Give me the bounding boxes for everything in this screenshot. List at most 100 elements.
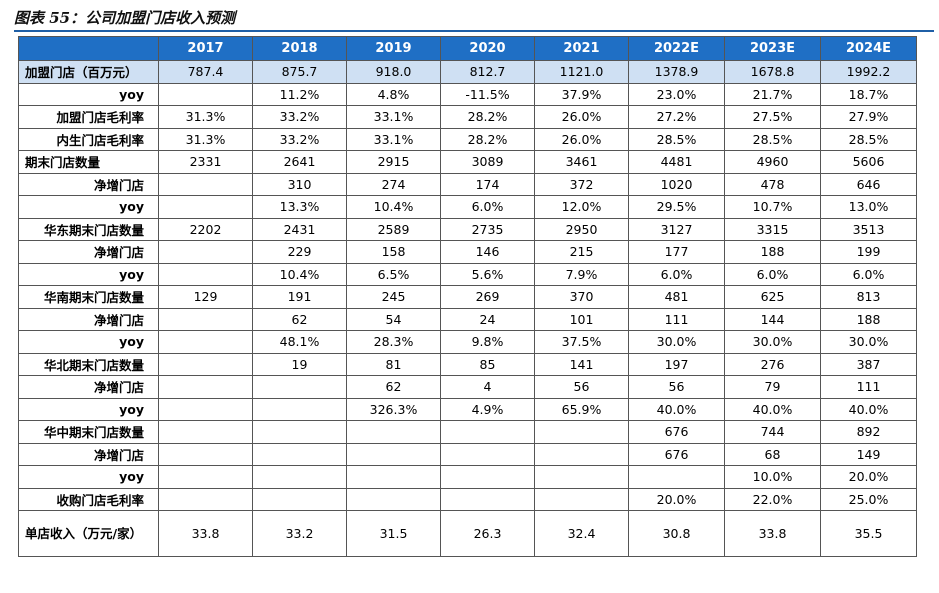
year-header: 2022E [628,36,725,61]
table-cell: 199 [820,240,917,264]
table-cell: 31.3% [158,105,253,129]
table-cell: 31.5 [346,510,441,557]
table-cell: 5606 [820,150,917,174]
table-cell: 3513 [820,217,917,241]
table-cell [252,375,347,399]
table-cell: 6.0% [820,262,917,286]
row-label: yoy [18,397,159,421]
table-cell: 276 [724,352,821,376]
table-cell [346,487,441,511]
table-cell: 26.0% [534,105,629,129]
row-label: 单店收入（万元/家） [18,510,159,557]
table-row: 加盟门店（百万元） 787.4 875.7 918.0 812.7 1121.0 1378.… [18,60,917,84]
table-cell: 149 [820,442,917,466]
table-cell: 33.1% [346,127,441,151]
table-cell: 1378.9 [628,60,725,84]
table-cell: 32.4 [534,510,629,557]
table-cell: 101 [534,307,629,331]
table-cell: 4 [440,375,535,399]
table-cell [158,82,253,106]
table-cell: 146 [440,240,535,264]
table-cell: 30.0% [724,330,821,354]
table-cell: 372 [534,172,629,196]
table-cell: 10.4% [346,195,441,219]
table-cell: 28.3% [346,330,441,354]
table-cell: 29.5% [628,195,725,219]
table-cell [252,442,347,466]
table-cell: 28.5% [628,127,725,151]
table-cell [346,442,441,466]
table-cell: 188 [724,240,821,264]
table-cell [158,307,253,331]
header-corner [18,36,159,61]
table-cell: 5.6% [440,262,535,286]
row-label: yoy [18,262,159,286]
row-label: 加盟门店（百万元） [18,60,159,84]
table-cell: 40.0% [628,397,725,421]
table-cell: 10.0% [724,465,821,489]
table-row: 收购门店毛利率 20.0% 22.0% 25.0% [18,487,917,511]
table-row: 华东期末门店数量 2202 2431 2589 2735 2950 3127 3315 3513 [18,217,917,241]
table-cell [158,352,253,376]
row-label: yoy [18,82,159,106]
table-cell: 18.7% [820,82,917,106]
table-cell: 68 [724,442,821,466]
table-cell: 24 [440,307,535,331]
table-cell: 26.0% [534,127,629,151]
table-row: 华南期末门店数量 129 191 245 269 370 481 625 813 [18,285,917,309]
row-label: 净增门店 [18,307,159,331]
table-cell [534,465,629,489]
table-cell: 744 [724,420,821,444]
table-row: 华北期末门店数量 19 81 85 141 197 276 387 [18,352,917,376]
table-cell: 269 [440,285,535,309]
table-cell: 27.5% [724,105,821,129]
table-row: yoy 326.3% 4.9% 65.9% 40.0% 40.0% 40.0% [18,397,917,421]
table-cell: 81 [346,352,441,376]
table-cell [346,420,441,444]
table-row: 净增门店 229 158 146 215 177 188 199 [18,240,917,264]
table-cell: 191 [252,285,347,309]
table-cell: 875.7 [252,60,347,84]
table-cell [628,465,725,489]
table-cell [158,330,253,354]
table-cell: 3315 [724,217,821,241]
table-cell: 62 [346,375,441,399]
table-cell: 174 [440,172,535,196]
table-cell: 40.0% [820,397,917,421]
forecast-table: 2017 2018 2019 2020 2021 2022E 2023E 202… [18,36,917,557]
table-cell [158,442,253,466]
table-row: yoy 10.4% 6.5% 5.6% 7.9% 6.0% 6.0% 6.0% [18,262,917,286]
row-label: yoy [18,465,159,489]
year-header: 2023E [724,36,821,61]
table-cell: 10.7% [724,195,821,219]
table-cell: 79 [724,375,821,399]
table-row: 单店收入（万元/家） 33.8 33.2 31.5 26.3 32.4 30.8 33.8 35… [18,510,917,557]
table-cell: 918.0 [346,60,441,84]
table-cell: 6.5% [346,262,441,286]
table-row: yoy 10.0% 20.0% [18,465,917,489]
table-cell: 33.1% [346,105,441,129]
table-cell: 1121.0 [534,60,629,84]
table-cell: 2331 [158,150,253,174]
row-label: 净增门店 [18,172,159,196]
table-cell: 646 [820,172,917,196]
row-label: 收购门店毛利率 [18,487,159,511]
table-cell: 20.0% [628,487,725,511]
table-cell [252,465,347,489]
row-label: 华东期末门店数量 [18,217,159,241]
table-cell: 787.4 [158,60,253,84]
table-cell: -11.5% [440,82,535,106]
row-label: 期末门店数量 [18,150,159,174]
table-cell: 1992.2 [820,60,917,84]
table-cell: 13.0% [820,195,917,219]
table-cell: 65.9% [534,397,629,421]
row-label: yoy [18,330,159,354]
table-cell: 158 [346,240,441,264]
header-row: 2017 2018 2019 2020 2021 2022E 2023E 202… [18,36,917,61]
row-label: 华中期末门店数量 [18,420,159,444]
table-cell: 813 [820,285,917,309]
table-cell [346,465,441,489]
table-cell: 1020 [628,172,725,196]
table-cell: 4481 [628,150,725,174]
table-cell: 7.9% [534,262,629,286]
